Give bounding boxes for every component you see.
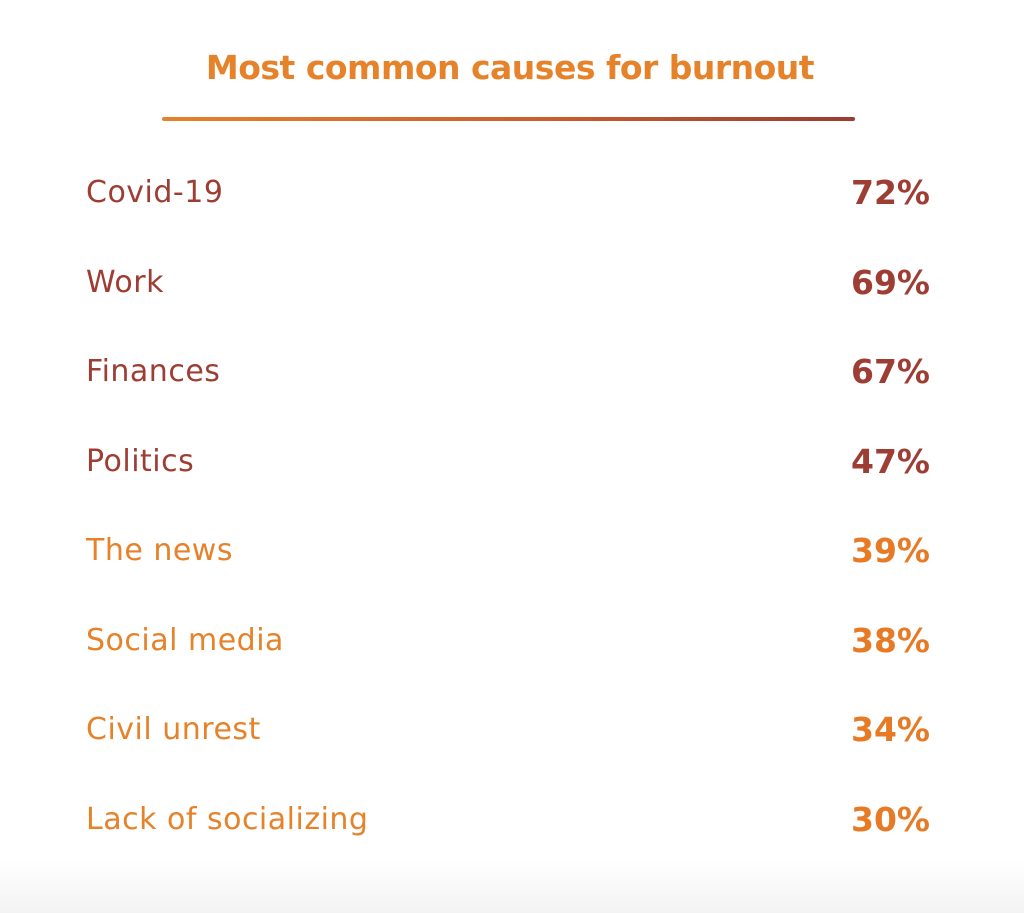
cause-row: Politics 47% — [86, 437, 930, 487]
cause-row: Covid-19 72% — [86, 168, 930, 218]
cause-percentage: 30% — [851, 799, 930, 839]
cause-label: Politics — [86, 443, 195, 479]
cause-label: Finances — [86, 354, 221, 389]
cause-label: Lack of socializing — [86, 801, 369, 837]
cause-row: Lack of socializing 30% — [86, 795, 930, 845]
cause-label: Work — [86, 264, 164, 300]
cause-percentage: 69% — [851, 262, 930, 302]
cause-row: Finances 67% — [86, 347, 930, 397]
cause-percentage: 47% — [851, 441, 930, 481]
chart-title: Most common causes for burnout — [205, 48, 815, 87]
cause-row: Social media 38% — [86, 616, 930, 666]
cause-label: The news — [86, 533, 233, 568]
cause-label: Covid-19 — [86, 175, 224, 210]
cause-label: Civil unrest — [86, 712, 261, 747]
cause-label: Social media — [86, 622, 284, 658]
cause-percentage: 72% — [851, 173, 930, 212]
title-underline — [162, 117, 855, 121]
cause-percentage: 34% — [851, 710, 930, 749]
cause-percentage: 39% — [851, 531, 930, 570]
cause-row: Civil unrest 34% — [86, 705, 930, 755]
cause-percentage: 67% — [851, 352, 930, 391]
cause-row: The news 39% — [86, 526, 930, 576]
cause-percentage: 38% — [851, 620, 930, 660]
cause-row: Work 69% — [86, 258, 930, 308]
